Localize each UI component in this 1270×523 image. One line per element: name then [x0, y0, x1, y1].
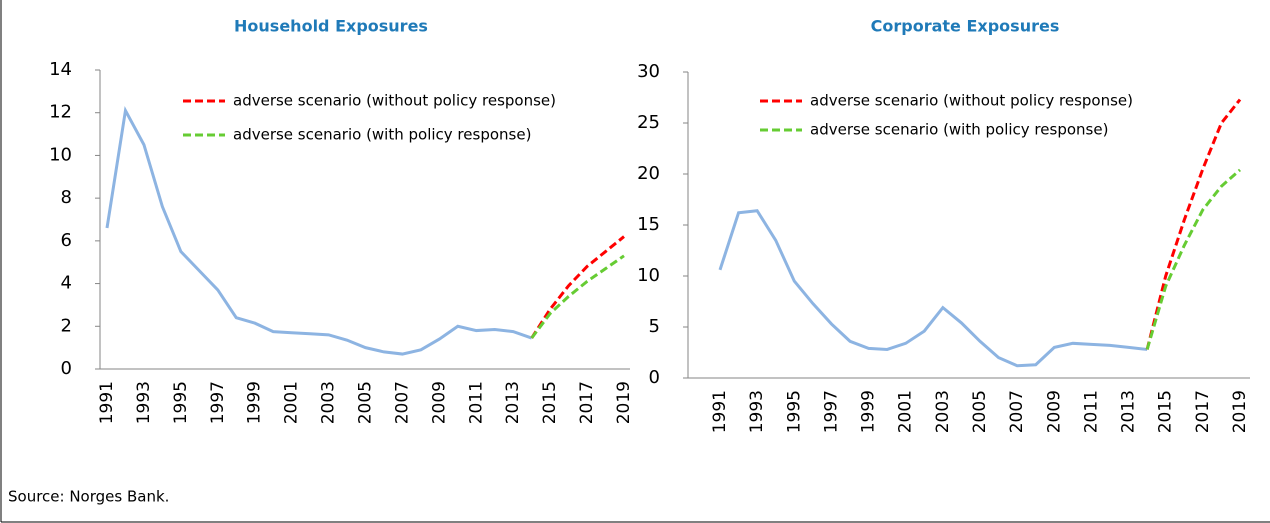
x-tick-label: 1997: [208, 381, 228, 424]
x-tick-label: 2005: [356, 381, 376, 424]
x-tick-label: 1991: [97, 381, 117, 424]
chart-title: Corporate Exposures: [871, 17, 1060, 36]
x-tick-label: 2003: [933, 390, 953, 433]
x-tick-label: 2011: [1081, 390, 1101, 433]
x-tick-label: 1993: [134, 381, 154, 424]
x-tick-label: 2019: [614, 381, 634, 424]
x-tick-label: 2003: [319, 381, 339, 424]
legend-label: adverse scenario (without policy respons…: [810, 92, 1133, 110]
legend-label: adverse scenario (with policy response): [233, 126, 531, 144]
y-tick-label: 15: [637, 214, 660, 235]
y-tick-label: 0: [649, 367, 660, 388]
chart-title: Household Exposures: [234, 17, 428, 36]
line-series: [1145, 168, 1241, 350]
x-tick-label: 2013: [503, 381, 523, 424]
y-tick-label: 5: [649, 316, 660, 337]
x-tick-label: 2001: [896, 390, 916, 433]
y-tick-label: 4: [61, 273, 72, 294]
y-tick-label: 20: [637, 163, 660, 184]
x-tick-label: 2009: [1044, 390, 1064, 433]
y-tick-label: 2: [61, 315, 72, 336]
x-tick-label: 1995: [784, 390, 804, 433]
x-tick-label: 2007: [1007, 390, 1027, 433]
y-tick-label: 10: [637, 265, 660, 286]
x-tick-label: 2015: [1156, 390, 1176, 433]
line-series: [530, 254, 625, 339]
x-tick-label: 1999: [859, 390, 879, 433]
x-tick-label: 2001: [282, 381, 302, 424]
y-tick-label: 8: [61, 187, 72, 208]
line-series: [530, 235, 625, 339]
legend-label: adverse scenario (with policy response): [810, 121, 1108, 139]
x-tick-label: 2007: [392, 381, 412, 424]
source: Source: Norges Bank.: [8, 488, 169, 506]
y-tick-label: 30: [637, 61, 660, 82]
x-tick-label: 2011: [466, 381, 486, 424]
y-tick-label: 6: [61, 230, 72, 251]
x-tick-label: 2013: [1119, 390, 1139, 433]
line-series: [105, 105, 533, 356]
x-tick-label: 2019: [1230, 390, 1250, 433]
x-tick-label: 1991: [710, 390, 730, 433]
x-tick-label: 1997: [821, 390, 841, 433]
x-tick-label: 1999: [245, 381, 265, 424]
y-tick-label: 12: [49, 102, 72, 123]
x-tick-label: 2015: [540, 381, 560, 424]
x-tick-label: 2017: [1193, 390, 1213, 433]
y-tick-label: 25: [637, 112, 660, 133]
x-tick-label: 1995: [171, 381, 191, 424]
x-tick-label: 2017: [577, 381, 597, 424]
y-tick-label: 14: [49, 59, 72, 80]
x-tick-label: 1993: [747, 390, 767, 433]
x-tick-label: 2005: [970, 390, 990, 433]
line-series: [718, 209, 1148, 368]
legend-label: adverse scenario (without policy respons…: [233, 92, 556, 110]
y-tick-label: 10: [49, 144, 72, 165]
y-tick-label: 0: [61, 358, 72, 379]
line-series: [1145, 98, 1242, 350]
x-tick-label: 2009: [429, 381, 449, 424]
